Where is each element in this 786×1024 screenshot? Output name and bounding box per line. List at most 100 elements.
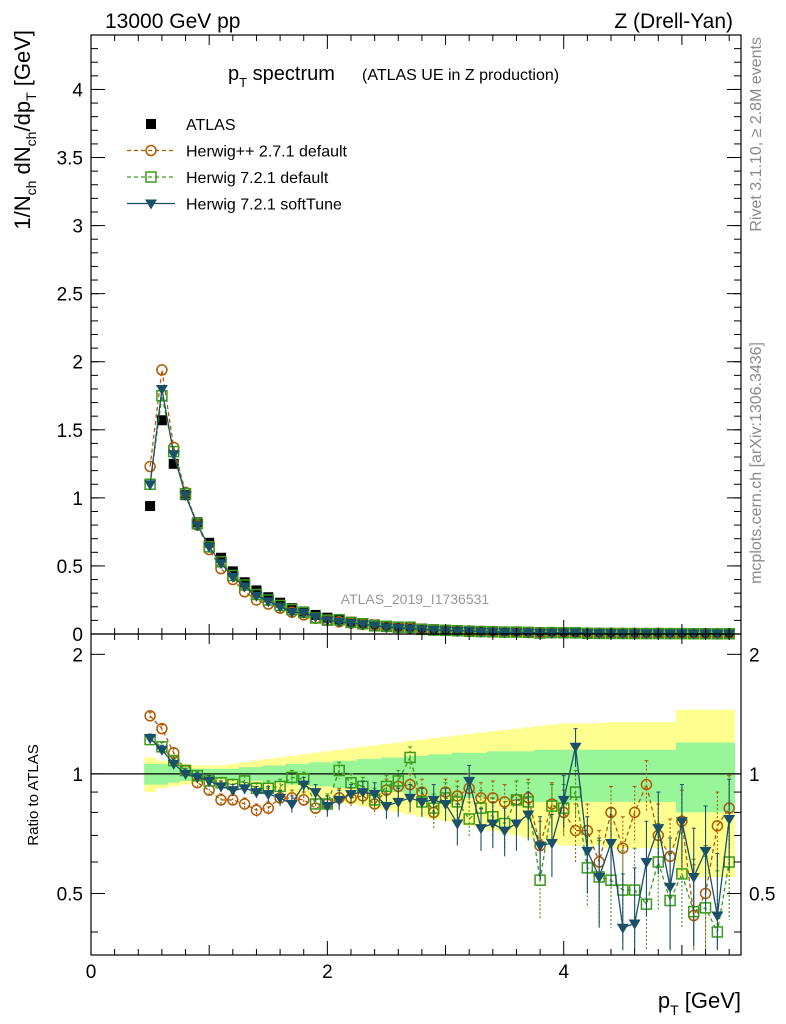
- data-point: [250, 591, 263, 602]
- ratio-point: [380, 780, 393, 793]
- data-point: [356, 620, 369, 631]
- ratio-point: [569, 742, 582, 753]
- ratio-point: [510, 819, 523, 830]
- ylabel-sub-ch-1: ch: [23, 181, 39, 196]
- data-point: [226, 572, 239, 583]
- ratio-point: [392, 797, 405, 808]
- ratio-point: [155, 745, 168, 756]
- ylabel-part-3: /dp: [10, 101, 35, 132]
- data-point: [404, 624, 417, 635]
- main-ytick-label: 1: [72, 489, 83, 510]
- data-point: [333, 617, 346, 628]
- ratio-band-inner: [144, 742, 736, 813]
- ratio-point: [617, 842, 629, 854]
- legend-item-herwig-2-7-1-default: Herwig++ 2.7.1 default: [127, 144, 348, 161]
- ratio-point: [723, 814, 736, 825]
- data-point: [616, 629, 629, 640]
- legend-label: ATLAS: [186, 117, 236, 134]
- mcplots-label: mcplots.cern.ch [arXiv:1306.3436]: [748, 342, 765, 584]
- ratio-series-herwig-7-2-1-softtune: [144, 728, 736, 951]
- xlabel-p: p: [658, 988, 670, 1013]
- data-point: [238, 582, 251, 593]
- ratio-point: [675, 817, 688, 828]
- ratio-point: [664, 882, 677, 893]
- ratio-point: [545, 838, 558, 849]
- ratio-point: [404, 793, 417, 804]
- data-point: [286, 603, 297, 614]
- ratio-point: [687, 873, 700, 884]
- data-point: [251, 585, 262, 596]
- ratio-point: [404, 751, 416, 764]
- ratio-point: [699, 846, 712, 857]
- ratio-point: [250, 788, 263, 799]
- main-plot-title: pT spectrum: [228, 63, 335, 90]
- ratio-point: [262, 802, 275, 814]
- data-point: [179, 491, 192, 502]
- ylabel-part-4: [GeV]: [10, 30, 35, 92]
- ratio-point: [628, 919, 641, 930]
- data-point: [368, 621, 381, 632]
- ratio-plot-panel: 0.5 0.5 1 1 2 2 0 2 4 Ratio to ATLAS pT [GeV]: [25, 633, 775, 1018]
- ratio-plot-axes: 0.5 0.5 1 1 2 2 0 2 4: [57, 634, 775, 983]
- ratio-point: [593, 873, 606, 884]
- ratio-ytick-label-right: 1: [749, 765, 760, 786]
- ratio-point: [368, 789, 381, 800]
- ratio-point: [546, 800, 558, 812]
- main-ytick-label: 2: [72, 353, 83, 374]
- data-point: [145, 501, 156, 512]
- ratio-point: [415, 797, 428, 808]
- ratio-point: [451, 819, 464, 830]
- ratio-point: [333, 795, 346, 806]
- ratio-point: [676, 868, 688, 880]
- ylabel-part-2: dN: [10, 146, 35, 180]
- main-ylabel: 1/Nch dNch/dpT [GeV]: [10, 30, 39, 230]
- xlabel-subscript: T: [670, 1002, 679, 1018]
- data-point: [204, 537, 215, 548]
- data-point: [285, 608, 298, 619]
- main-plot-subtitle: (ATLAS UE in Z production): [362, 67, 559, 84]
- data-point: [711, 629, 724, 640]
- ratio-point: [522, 810, 535, 821]
- data-point: [475, 627, 487, 638]
- ratio-point: [226, 786, 239, 797]
- xlabel-rest: [GeV]: [679, 988, 741, 1013]
- ratio-ylabel: Ratio to ATLAS: [25, 744, 42, 845]
- legend-marker: [145, 171, 157, 183]
- data-point: [227, 566, 238, 577]
- data-point: [427, 625, 440, 636]
- main-ytick-label: 3.5: [57, 149, 83, 170]
- ratio-series-line: [149, 739, 730, 935]
- ratio-point: [463, 776, 476, 787]
- legend-label: Herwig 7.2.1 softTune: [186, 197, 342, 214]
- ratio-point: [297, 780, 310, 791]
- ratio-ytick-label: 0.5: [57, 884, 83, 905]
- rivet-label: Rivet 3.1.10, ≥ 2.8M events: [748, 37, 765, 232]
- data-point: [144, 460, 156, 473]
- data-point: [144, 480, 157, 491]
- data-point: [167, 450, 180, 461]
- ratio-point: [167, 759, 180, 770]
- data-point: [309, 612, 322, 623]
- ratio-point: [380, 802, 393, 813]
- ratio-point: [215, 782, 227, 793]
- energy-label: 13000 GeV pp: [105, 10, 240, 33]
- data-point: [156, 415, 167, 426]
- ratio-point: [569, 824, 582, 837]
- ylabel-sub-ch-2: ch: [23, 132, 39, 147]
- ratio-ytick-label-right: 0.5: [749, 884, 775, 905]
- data-point: [215, 559, 227, 570]
- ratio-point: [498, 826, 511, 837]
- ratio-xtick-label: 4: [558, 962, 569, 983]
- ratio-point: [238, 784, 251, 795]
- ratio-point: [439, 799, 452, 810]
- ratio-point: [640, 778, 653, 791]
- main-plot-panel: 00.511.522.533.54 pT spectrum (ATLAS UE …: [10, 30, 742, 646]
- ratio-point: [640, 858, 653, 869]
- ratio-point: [581, 846, 594, 857]
- title-subscript: T: [239, 75, 247, 90]
- ratio-xtick-label: 0: [86, 962, 97, 983]
- legend-marker: [146, 119, 156, 129]
- ratio-point: [475, 824, 487, 835]
- data-point: [239, 577, 250, 588]
